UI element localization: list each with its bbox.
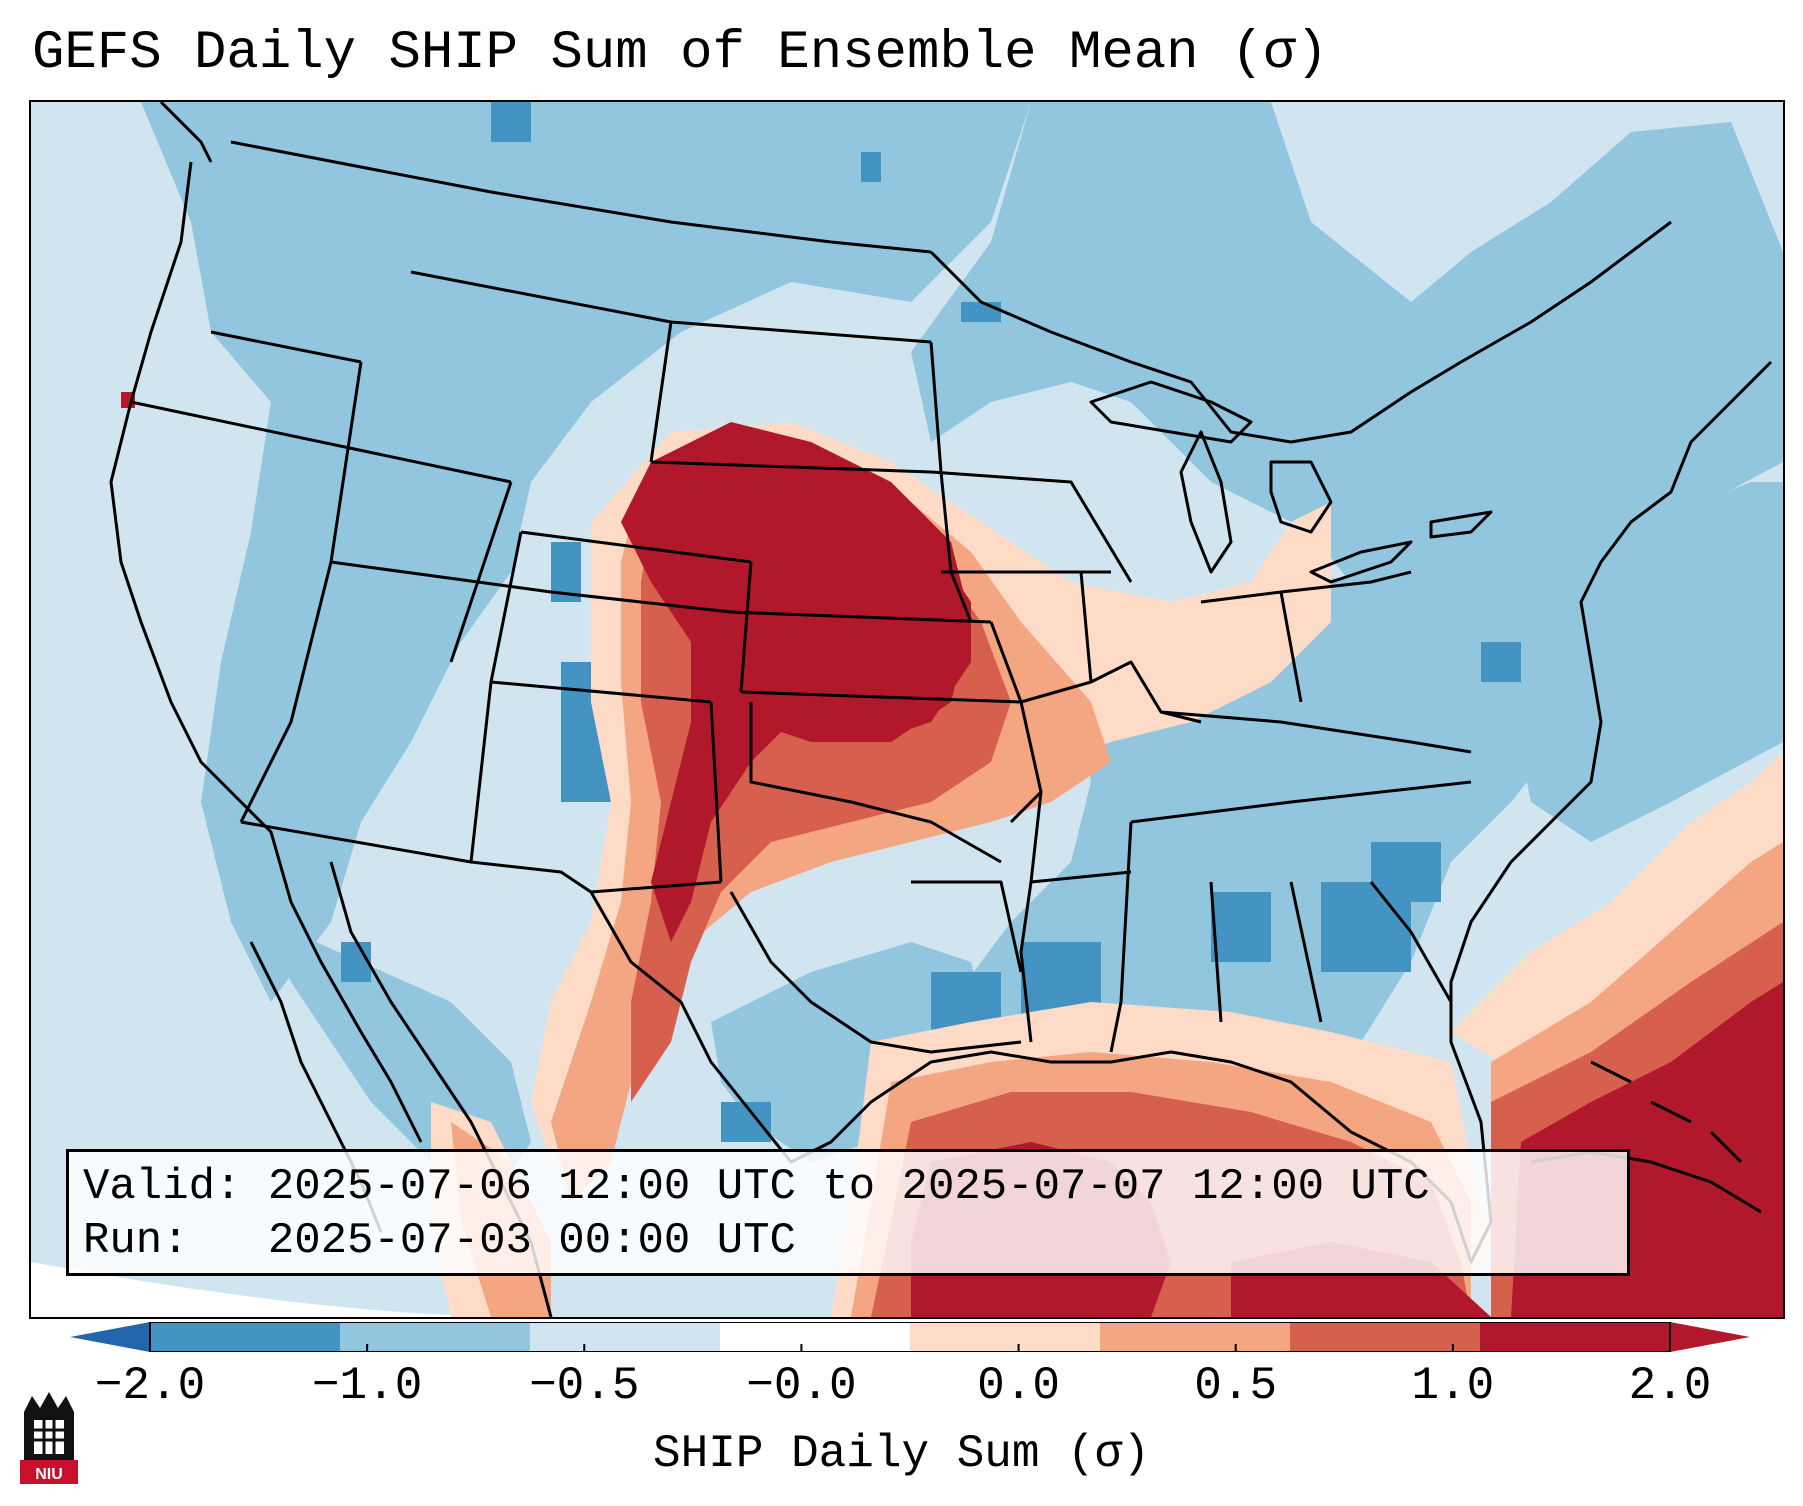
valid-label: Valid:	[83, 1162, 242, 1212]
colorbar-outline	[149, 1322, 1671, 1352]
lake-michigan	[1179, 430, 1233, 574]
niu-logo: NIU	[20, 1392, 78, 1484]
logo-band	[20, 1460, 78, 1484]
colorbar-segments	[150, 1322, 1671, 1352]
colorbar-segment	[340, 1322, 531, 1352]
colorbar-segment	[910, 1322, 1101, 1352]
run-label: Run:	[83, 1216, 189, 1266]
colorbar	[70, 1322, 1750, 1352]
lake-erie	[1309, 540, 1413, 584]
colorbar-tick-label: 1.0	[1411, 1360, 1495, 1412]
chart-title: GEFS Daily SHIP Sum of Ensemble Mean (σ)	[32, 23, 1329, 84]
colorbar-extend-low	[70, 1322, 150, 1352]
colorbar-tick-label: 0.5	[1194, 1360, 1278, 1412]
colorbar-tick-label: −0.0	[746, 1360, 857, 1412]
colorbar-segment	[1100, 1322, 1291, 1352]
logo-window	[34, 1420, 64, 1454]
lake-huron	[1269, 460, 1333, 534]
colorbar-label: SHIP Daily Sum (σ)	[653, 1428, 1150, 1480]
colorbar-tick-label: 0.0	[977, 1360, 1060, 1412]
coast-gulf	[589, 861, 1513, 1264]
colorbar-segment	[1480, 1322, 1671, 1352]
coast-bahamas	[1590, 1060, 1743, 1164]
valid-value: 2025-07-06 12:00 UTC to 2025-07-07 12:00…	[267, 1162, 1430, 1212]
colorbar-tick-label: −2.0	[94, 1360, 206, 1412]
map-canvas	[31, 102, 1783, 1317]
border-canada-west	[159, 102, 932, 254]
lake-superior	[1089, 380, 1253, 444]
colorbar-tick-label: 2.0	[1628, 1360, 1712, 1412]
colorbar-extend-high	[1670, 1322, 1750, 1352]
map-panel	[29, 100, 1785, 1319]
projection-corner-bl	[31, 1262, 531, 1317]
coast-pacific	[109, 161, 423, 1143]
valid-row: Valid: 2025-07-06 12:00 UTC to 2025-07-0…	[83, 1160, 1613, 1214]
lake-ontario	[1429, 510, 1493, 539]
logo-grid	[34, 1420, 64, 1454]
valid-run-info-box: Valid: 2025-07-06 12:00 UTC to 2025-07-0…	[66, 1149, 1630, 1276]
run-row: Run: 2025-07-03 00:00 UTC	[83, 1214, 1613, 1268]
colorbar-segment	[1290, 1322, 1481, 1352]
coast-atlantic	[1509, 360, 1773, 864]
logo-text: NIU	[35, 1466, 63, 1483]
run-value: 2025-07-03 00:00 UTC	[267, 1216, 796, 1266]
colorbar-tick-label: −0.5	[529, 1360, 640, 1412]
colorbar-segment	[530, 1322, 721, 1352]
colorbar-ticks	[149, 1344, 1671, 1352]
border-canada-east	[929, 220, 1672, 444]
colorbar-segment	[720, 1322, 911, 1352]
colorbar-tick-label: −1.0	[311, 1360, 423, 1412]
colorbar-segment	[150, 1322, 341, 1352]
field-extreme-positive	[121, 392, 1783, 1317]
